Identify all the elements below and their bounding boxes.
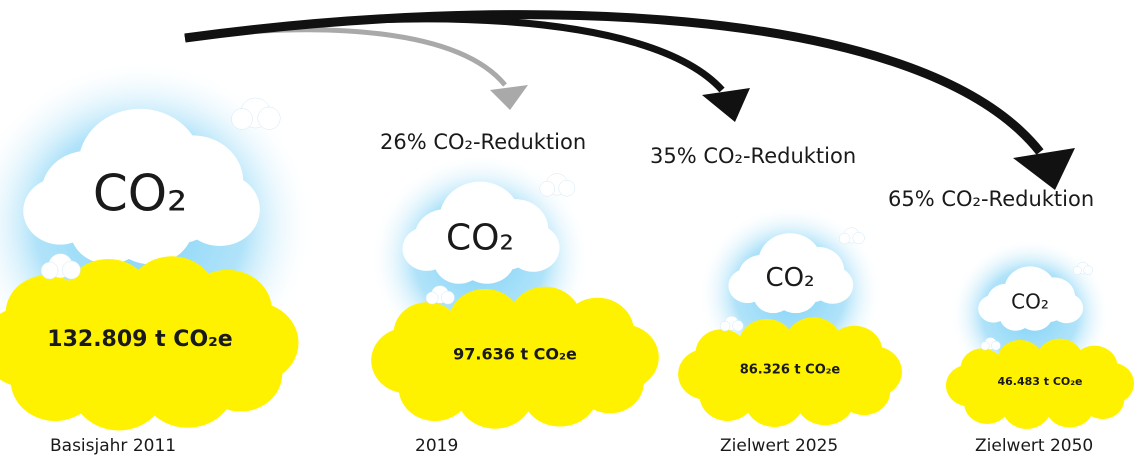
small-cloud xyxy=(426,292,438,304)
year-label: Basisjahr 2011 xyxy=(50,436,176,456)
arrow-head xyxy=(702,88,750,122)
cloud-label: CO₂ xyxy=(446,218,514,259)
small-cloud xyxy=(733,320,744,331)
small-cloud xyxy=(1084,266,1093,275)
emission-cloud-part xyxy=(576,352,644,414)
year-label: 2019 xyxy=(415,436,458,456)
cloud-label: CO₂ xyxy=(765,263,814,293)
reduction-label: 65% CO₂-Reduktion xyxy=(888,187,1094,211)
small-cloud xyxy=(258,107,281,130)
small-cloud xyxy=(853,232,865,244)
small-cloud xyxy=(232,109,253,130)
reduction-label: 35% CO₂-Reduktion xyxy=(650,144,856,168)
arrow-head xyxy=(490,85,528,110)
emission-cloud-part xyxy=(838,367,890,415)
year-label: Zielwert 2025 xyxy=(720,436,838,456)
small-cloud xyxy=(62,261,80,279)
arrow-2019 xyxy=(185,30,505,85)
co2-cloud-part xyxy=(812,266,853,303)
cloud-label: CO₂ xyxy=(1011,289,1049,313)
small-cloud xyxy=(991,341,1000,350)
small-cloud xyxy=(41,262,58,279)
small-cloud xyxy=(540,181,555,196)
amount: 86.326 t CO₂e xyxy=(740,363,841,378)
co2-cloud-part xyxy=(507,224,560,272)
small-cloud xyxy=(981,342,989,350)
arrow-head xyxy=(1013,148,1075,190)
amount: 132.809 t CO₂e xyxy=(47,327,232,352)
amount: 46.483 t CO₂e xyxy=(997,375,1082,388)
small-cloud xyxy=(1073,266,1081,274)
infographic: CO₂ 132.809 t CO₂e Basisjahr 2011 CO₂ 97.636… xyxy=(0,0,1140,461)
small-cloud xyxy=(441,291,454,304)
reduction-label: 26% CO₂-Reduktion xyxy=(380,130,586,154)
small-cloud xyxy=(839,233,850,244)
year-label: Zielwert 2050 xyxy=(975,436,1093,456)
emission-cloud-part xyxy=(1081,380,1124,419)
small-cloud xyxy=(720,321,730,331)
small-cloud xyxy=(559,180,575,196)
arrows xyxy=(185,15,1075,190)
cloud-label: CO₂ xyxy=(93,165,187,223)
co2-cloud-part xyxy=(1050,293,1083,323)
amount: 97.636 t CO₂e xyxy=(453,345,577,364)
